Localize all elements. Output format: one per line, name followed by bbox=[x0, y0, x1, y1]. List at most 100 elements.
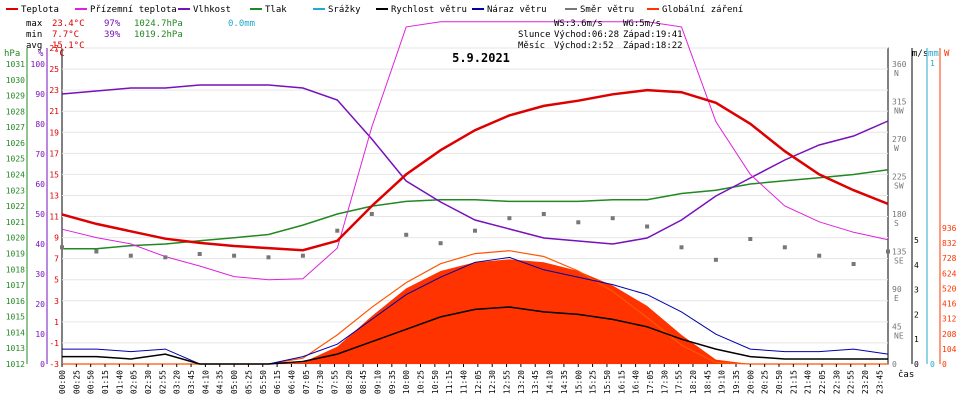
wind-direction-point bbox=[713, 257, 718, 262]
tick-label-temp: 13 bbox=[49, 191, 59, 200]
wind-direction-point bbox=[369, 212, 374, 216]
tick-label-w: 208 bbox=[942, 330, 957, 339]
tick-label-mm: 1 bbox=[930, 59, 935, 68]
sun-rise: Východ:06:28 bbox=[554, 30, 619, 40]
tick-label-hpa: 1031 bbox=[6, 60, 25, 69]
wind-direction-point bbox=[473, 228, 477, 233]
x-tick-label: 18:45 bbox=[703, 370, 712, 394]
tick-label-w: 520 bbox=[942, 284, 957, 293]
tick-label-ms: 1 bbox=[914, 335, 919, 344]
tick-label-w: 0 bbox=[942, 360, 947, 369]
x-tick-label: 02:55 bbox=[158, 370, 167, 394]
x-tick-label: 19:35 bbox=[732, 370, 741, 394]
tick-label-dir: 315 bbox=[892, 98, 907, 107]
wind-direction-point bbox=[404, 232, 409, 237]
stat-avg-label: avg bbox=[26, 41, 42, 51]
unit-mm: mm bbox=[928, 49, 939, 59]
x-tick-label: 00:00 bbox=[58, 370, 67, 394]
x-tick-label: 22:55 bbox=[847, 370, 856, 394]
tick-label-temp: 17 bbox=[49, 149, 59, 158]
x-tick-label: 22:05 bbox=[818, 370, 827, 394]
axis-temp: 27 25 23 21 19 17 15 13 11 9 7 5 3 1 -1 -3 bbox=[49, 44, 59, 369]
x-tick-label: 15:25 bbox=[589, 370, 598, 394]
x-tick-label: 00:50 bbox=[87, 370, 96, 394]
legend-label: Teplota bbox=[21, 5, 59, 15]
wind-direction-point bbox=[300, 253, 305, 258]
wind-direction-point bbox=[886, 249, 890, 254]
tick-label-temp: 3 bbox=[54, 297, 59, 306]
x-tick-label: 02:30 bbox=[144, 370, 153, 394]
tick-label-dir: 0 bbox=[892, 360, 897, 369]
tick-label-pct: 50 bbox=[35, 210, 45, 219]
tick-label-dir-name: N bbox=[894, 69, 899, 78]
tick-label-ms: 5 bbox=[914, 236, 919, 245]
tick-label-w: 832 bbox=[942, 239, 957, 248]
x-tick-label: 12:30 bbox=[488, 370, 497, 394]
tick-label-dir: 90 bbox=[892, 285, 902, 294]
x-tick-label: 21:40 bbox=[804, 370, 813, 394]
x-tick-label: 16:40 bbox=[632, 370, 641, 394]
wind-direction-point bbox=[60, 245, 64, 250]
stat-min-press: 1019.2hPa bbox=[134, 30, 183, 40]
x-tick-label: 10:25 bbox=[417, 370, 426, 394]
x-axis-label: čas bbox=[898, 369, 914, 380]
chart-title: 5.9.2021 bbox=[452, 51, 510, 65]
axis-x: 00:00 00:25 00:50 01:15 01:40 02:05 02:30 02:55… bbox=[58, 364, 884, 394]
moon-rise: Východ:2:52 bbox=[554, 41, 614, 51]
wind-direction-point bbox=[541, 212, 546, 216]
tick-label-temp: 19 bbox=[49, 128, 59, 137]
tick-label-dir-name: E bbox=[894, 294, 899, 303]
tick-label-dir: 360 bbox=[892, 60, 907, 69]
x-tick-label: 09:10 bbox=[373, 370, 382, 394]
legend-label: Přízemní teplota bbox=[90, 5, 177, 15]
unit-w: W bbox=[944, 49, 950, 59]
wind-direction-points bbox=[60, 212, 890, 266]
axis-mm: 10 bbox=[926, 48, 935, 369]
x-tick-label: 20:25 bbox=[761, 370, 770, 394]
wind-direction-point bbox=[645, 224, 650, 229]
x-tick-label: 05:50 bbox=[259, 370, 268, 394]
tick-label-hpa: 1029 bbox=[6, 92, 25, 101]
tick-label-w: 416 bbox=[942, 300, 957, 309]
wind-wg: WG:5m/s bbox=[623, 19, 661, 29]
moon-label: Měsíc bbox=[518, 41, 545, 51]
tick-label-w: 104 bbox=[942, 345, 957, 354]
x-tick-label: 14:35 bbox=[560, 370, 569, 394]
tick-label-pct: 70 bbox=[35, 150, 45, 159]
stats-block: max 23.4°C 97% 1024.7hPa 0.0mm min 7.7°C… bbox=[26, 19, 683, 51]
tick-label-mm: 0 bbox=[930, 360, 935, 369]
stat-min-temp: 7.7°C bbox=[52, 30, 79, 40]
x-tick-label: 07:30 bbox=[316, 370, 325, 394]
wind-direction-point bbox=[782, 245, 787, 250]
tick-label-dir-name: NE bbox=[894, 332, 904, 341]
tick-label-dir-name: W bbox=[894, 144, 899, 153]
x-tick-label: 03:45 bbox=[187, 370, 196, 394]
tick-label-hpa: 1022 bbox=[6, 202, 25, 211]
stat-max-hum: 97% bbox=[104, 19, 121, 29]
tick-label-pct: 20 bbox=[35, 300, 45, 309]
x-tick-label: 08:20 bbox=[345, 370, 354, 394]
stat-min-label: min bbox=[26, 30, 42, 40]
tick-label-hpa: 1012 bbox=[6, 360, 25, 369]
axis-w: 936 832 728 624 520 416 312 208 104 0 bbox=[939, 48, 957, 369]
tick-label-dir-name: SE bbox=[894, 257, 904, 266]
tick-label-dir: 135 bbox=[892, 248, 907, 257]
x-tick-label: 07:05 bbox=[302, 370, 311, 394]
legend-label: Globální záření bbox=[662, 5, 743, 15]
series-ground-temperature bbox=[61, 21, 889, 281]
x-tick-label: 15:50 bbox=[603, 370, 612, 394]
x-tick-label: 20:50 bbox=[775, 370, 784, 394]
unit-temp: °C bbox=[54, 49, 65, 59]
tick-label-temp: 23 bbox=[49, 86, 59, 95]
x-tick-label: 06:15 bbox=[273, 370, 282, 394]
stat-min-hum: 39% bbox=[104, 30, 121, 40]
wind-direction-point bbox=[232, 253, 237, 258]
tick-label-ms: 2 bbox=[914, 310, 919, 319]
wind-ws: WS:3.6m/s bbox=[554, 19, 603, 29]
tick-label-hpa: 1014 bbox=[6, 328, 25, 337]
tick-label-w: 936 bbox=[942, 224, 957, 233]
wind-direction-point bbox=[438, 241, 443, 246]
x-tick-label: 13:45 bbox=[531, 370, 540, 394]
series-humidity bbox=[61, 84, 889, 245]
